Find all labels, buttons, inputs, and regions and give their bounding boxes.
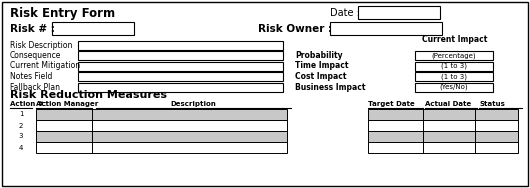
Text: 1: 1 — [19, 111, 23, 118]
Text: Description: Description — [171, 101, 216, 107]
Text: (Yes/No): (Yes/No) — [440, 84, 469, 90]
Text: (1 to 3): (1 to 3) — [441, 73, 467, 80]
Text: Status: Status — [479, 101, 505, 107]
Text: Target Date: Target Date — [368, 101, 415, 107]
Text: Notes Field: Notes Field — [10, 72, 52, 81]
Bar — [52, 22, 134, 35]
Bar — [78, 51, 283, 60]
Bar — [358, 6, 440, 19]
Text: Action Manager: Action Manager — [36, 101, 98, 107]
Text: 3: 3 — [19, 133, 23, 139]
Bar — [78, 61, 283, 70]
Bar — [415, 83, 493, 92]
Text: 4: 4 — [19, 145, 23, 151]
Text: Risk Reduction Measures: Risk Reduction Measures — [10, 90, 167, 100]
Text: Actual Date: Actual Date — [425, 101, 471, 107]
Text: Risk # :: Risk # : — [10, 24, 55, 34]
Text: Risk Description: Risk Description — [10, 40, 73, 49]
Bar — [36, 109, 287, 120]
Text: Business Impact: Business Impact — [295, 83, 366, 92]
Text: Fallback Plan: Fallback Plan — [10, 83, 60, 92]
Text: Date :: Date : — [330, 8, 360, 18]
Bar — [415, 72, 493, 81]
Bar — [36, 120, 287, 131]
Text: Probability: Probability — [295, 51, 342, 60]
Text: 2: 2 — [19, 123, 23, 129]
Bar — [368, 109, 518, 120]
Bar — [330, 22, 442, 35]
Text: Cost Impact: Cost Impact — [295, 72, 347, 81]
Bar — [78, 40, 283, 49]
Bar — [78, 83, 283, 92]
Bar — [36, 131, 287, 142]
Text: (1 to 3): (1 to 3) — [441, 63, 467, 69]
Text: Action #:: Action #: — [10, 101, 47, 107]
Bar — [78, 72, 283, 81]
Bar — [368, 120, 518, 131]
Bar — [415, 61, 493, 70]
Text: Time Impact: Time Impact — [295, 61, 349, 70]
Bar — [415, 51, 493, 60]
Text: Risk Owner :: Risk Owner : — [258, 24, 332, 34]
Text: Current Mitigation: Current Mitigation — [10, 61, 80, 70]
Bar — [36, 142, 287, 153]
Text: Current Impact: Current Impact — [422, 36, 488, 45]
Bar — [368, 131, 518, 142]
Text: Risk Entry Form: Risk Entry Form — [10, 7, 115, 20]
Text: (Percentage): (Percentage) — [432, 52, 476, 59]
Bar — [368, 142, 518, 153]
Text: Consequence: Consequence — [10, 51, 61, 60]
